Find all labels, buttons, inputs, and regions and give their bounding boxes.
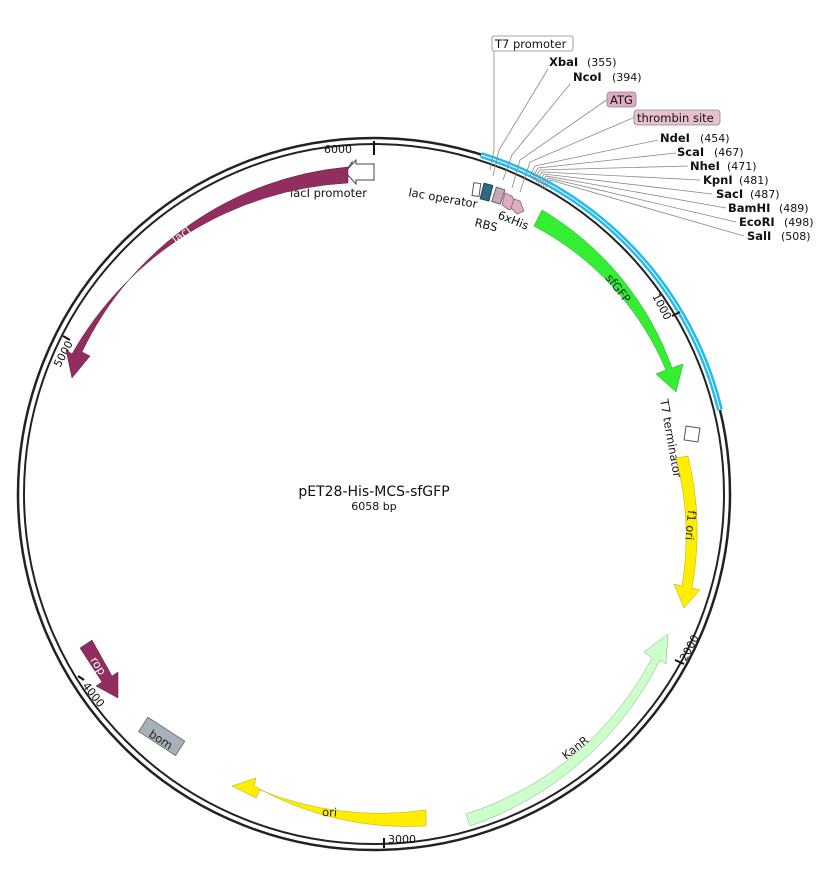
tick-6000-label: 6000 [324,143,352,156]
site-ecori-pos: (498) [784,216,814,229]
leader-lines [489,50,745,237]
plasmid-size: 6058 bp [351,500,396,513]
site-sali: SalI (508) [747,229,811,243]
backbone-outer-ring [16,136,732,852]
site-bamhi: BamHI (489) [728,201,809,215]
thrombin-site-box [633,109,721,126]
atg-label: ATG [610,93,633,107]
site-ncoi-pos: (394) [612,71,642,84]
his-label: 6xHis [496,208,531,233]
tick-1000-mark [671,311,681,317]
rbs-box [479,182,494,202]
thrombin-arrow [510,198,525,215]
site-ecori-name: EcoRI [739,215,775,229]
site-nhei-pos: (471) [727,160,757,173]
site-ncoi-name: NcoI [573,70,602,84]
rbs-label: RBS [473,215,499,234]
site-nhei-name: NheI [690,159,720,173]
site-ndei-name: NdeI [660,131,690,145]
site-bamhi-pos: (489) [779,202,809,215]
laci-promoter-arrow-shape [344,158,375,186]
site-kpni-name: KpnI [703,173,733,187]
rop-arrow [79,639,119,699]
site-ndei: NdeI (454) [660,131,730,145]
cloning-region-arc-inner [480,154,721,411]
tick-2000-label: 2000 [677,633,702,664]
laci-arrow [65,166,349,379]
ori-arrow [231,777,427,827]
site-scai-pos: (467) [714,146,744,159]
plasmid-name: pET28-His-MCS-sfGFP [298,484,449,500]
ori-label: ori [322,805,337,820]
site-scai: ScaI (467) [677,145,744,159]
his-box [491,186,506,205]
site-sali-pos: (508) [781,230,811,243]
tick-2000-mark [674,659,685,665]
atg-box [606,91,637,108]
site-kpni: KpnI (481) [703,173,769,187]
lac-operator-box [471,182,482,198]
site-ecori: EcoRI (498) [739,215,814,229]
t7-terminator-box [683,425,701,443]
site-ncoi: NcoI (394) [573,70,642,84]
site-kpni-pos: (481) [739,174,769,187]
t7-promoter-box [491,35,574,52]
thrombin-site-label: thrombin site [637,111,714,125]
site-saci-name: SacI [716,187,743,201]
f1-ori-arrow [673,455,701,609]
site-xbai-pos: (355) [587,56,617,69]
site-sali-name: SalI [747,229,771,243]
lac-operator-label: lac operator [407,185,478,211]
site-bamhi-name: BamHI [728,201,770,215]
cloning-region-arc [480,152,723,411]
t7-promoter-label: T7 promoter [494,37,567,51]
sfgfp-arrow [533,209,684,393]
kanr-arrow [465,633,669,827]
site-scai-name: ScaI [677,145,704,159]
site-saci-pos: (487) [750,188,780,201]
site-saci: SacI (487) [716,187,780,201]
tick-4000-mark [77,675,85,681]
tick-5000-mark [62,335,71,341]
laci-promoter-label: lacI promoter [290,186,367,200]
site-nhei: NheI (471) [690,159,757,173]
bom-box [138,716,186,757]
site-xbai: XbaI (355) [549,55,617,69]
site-xbai-name: XbaI [549,55,578,69]
f1-ori-label: f1 ori [682,510,699,541]
tick-3000-label: 3000 [388,833,416,846]
site-ndei-pos: (454) [700,132,730,145]
